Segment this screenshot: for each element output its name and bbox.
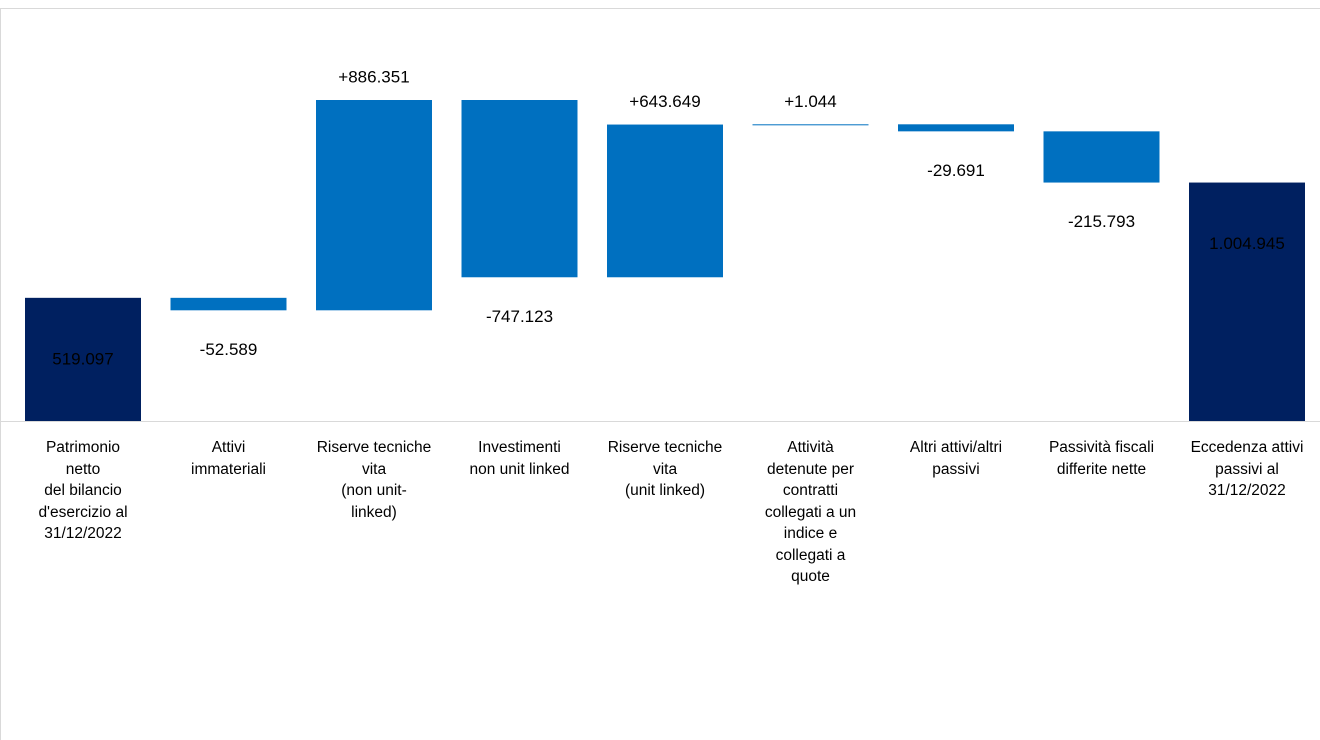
value-label: 519.097: [52, 349, 113, 368]
value-label: -52.589: [200, 340, 258, 359]
value-label: +1.044: [784, 92, 836, 111]
value-label: +886.351: [338, 67, 409, 86]
category-label: Riserve tecniche vita (unit linked): [607, 439, 723, 499]
value-label: -29.691: [927, 161, 985, 180]
category-label: Investimenti non unit linked: [469, 439, 570, 478]
value-label: +643.649: [629, 92, 700, 111]
bar: [316, 100, 432, 311]
category-label: Patrimonio netto del bilancio d'esercizi…: [38, 439, 128, 542]
value-label: 1.004.945: [1209, 234, 1285, 253]
value-label: -747.123: [486, 307, 553, 326]
category-label: Attivi immateriali: [191, 439, 266, 478]
bar: [461, 100, 578, 278]
category-label: Riserve tecniche vita (non unit- linked): [316, 439, 432, 521]
bar: [170, 297, 287, 311]
bar: [25, 297, 141, 421]
value-label: -215.793: [1068, 212, 1135, 231]
frame: [0, 8, 1320, 740]
bar: [607, 124, 723, 278]
category-label: Altri attivi/altri passivi: [909, 439, 1003, 478]
bar: [752, 124, 869, 126]
bar: [898, 124, 1014, 132]
bar: [1189, 182, 1305, 421]
category-label: Attività detenute per contratti collegat…: [764, 439, 857, 585]
bar: [1043, 131, 1160, 183]
category-label: Eccedenza attivi passivi al 31/12/2022: [1190, 439, 1304, 499]
category-label: Passività fiscali differite nette: [1048, 439, 1155, 478]
